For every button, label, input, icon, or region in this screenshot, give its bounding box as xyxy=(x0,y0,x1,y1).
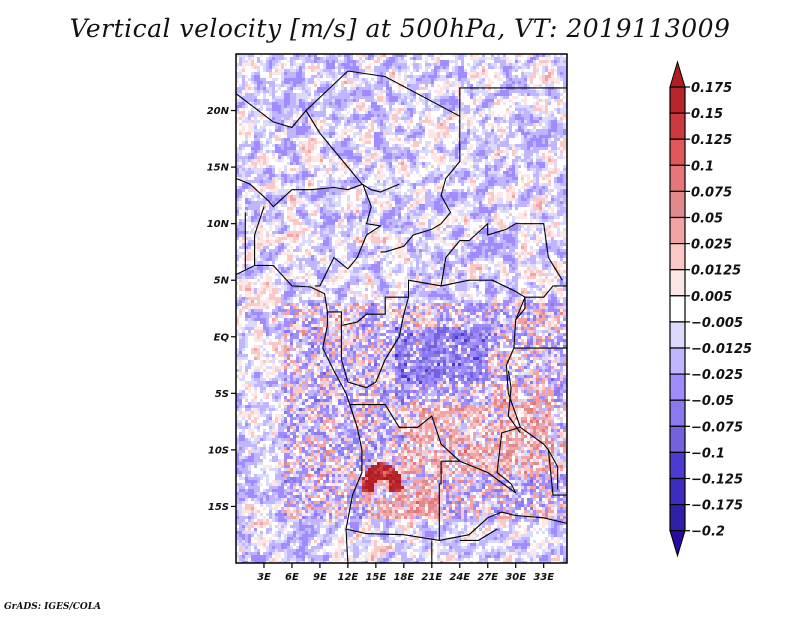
grads-credit: GrADS: IGES/COLA xyxy=(4,602,102,612)
colorbar-bin xyxy=(669,138,686,166)
colorbar-bin xyxy=(669,86,686,114)
colorbar-bin xyxy=(669,216,686,245)
colorbar-label: −0.05 xyxy=(691,394,734,409)
map-frame xyxy=(235,53,568,564)
lat-tick-label: 20N xyxy=(207,106,230,117)
colorbar-label: 0.005 xyxy=(691,290,732,305)
colorbar-label: −0.025 xyxy=(691,368,743,383)
border-line xyxy=(236,70,349,129)
lon-tick-label: 12E xyxy=(338,572,359,583)
lon-tick-label: 18E xyxy=(393,572,414,583)
border-line xyxy=(459,528,498,541)
border-line xyxy=(340,297,410,389)
country-borders xyxy=(236,70,567,563)
lon-tick-label: 3E xyxy=(257,572,271,583)
border-line xyxy=(439,511,567,541)
colorbar-label: 0.175 xyxy=(691,81,732,96)
vertical-velocity-field xyxy=(236,54,567,563)
lon-tick-label: 9E xyxy=(313,572,327,583)
colorbar-label: −0.1 xyxy=(691,446,725,461)
colorbar-label: −0.005 xyxy=(691,316,743,331)
lat-tick-label: 10S xyxy=(208,445,229,456)
border-line xyxy=(254,206,265,266)
colorbar-label: 0.075 xyxy=(691,185,732,200)
lon-tick-label: 21E xyxy=(421,572,442,583)
colorbar-label: 0.15 xyxy=(691,107,723,122)
colorbar-bin xyxy=(669,112,686,140)
colorbar-bin xyxy=(669,425,686,453)
lon-tick-label: 24E xyxy=(449,572,470,583)
lat-tick-label: 15N xyxy=(207,163,230,174)
colorbar-label: −0.0125 xyxy=(691,342,752,357)
colorbar-bin xyxy=(669,269,686,297)
lon-tick-label: 33E xyxy=(533,572,554,583)
colorbar-label: 0.05 xyxy=(691,212,723,227)
colorbar-bin xyxy=(669,477,686,506)
colorbar-min-arrow xyxy=(669,530,686,558)
colorbar-label: −0.075 xyxy=(691,420,743,435)
colorbar-bin xyxy=(669,321,686,349)
border-line xyxy=(440,222,563,286)
colorbar-bin xyxy=(669,190,686,219)
chart-title: Vertical velocity [m/s] at 500hPa, VT: 2… xyxy=(69,14,731,43)
colorbar-label: 0.0125 xyxy=(691,264,741,279)
lat-tick-label: 10N xyxy=(207,219,230,230)
colorbar-label: −0.175 xyxy=(691,499,743,514)
border-line xyxy=(507,370,521,434)
border-line xyxy=(515,285,567,321)
border-line xyxy=(459,87,567,117)
colorbar-max-arrow xyxy=(669,60,686,88)
longitude-axis: 3E 6E 9E 12E 15E 18E 21E 24E 27E 30E 33E xyxy=(257,563,554,583)
colorbar-bin xyxy=(669,373,686,401)
latitude-axis: 20N 15N 10N 5N EQ 5S 10S 15S xyxy=(207,106,236,513)
colorbar-label: 0.1 xyxy=(691,159,714,174)
lon-tick-label: 30E xyxy=(505,572,526,583)
lon-tick-label: 27E xyxy=(477,572,498,583)
lon-tick-label: 6E xyxy=(285,572,299,583)
lat-tick-label: EQ xyxy=(214,332,230,343)
border-line xyxy=(305,110,400,193)
border-line xyxy=(315,183,383,287)
colorbar-bin xyxy=(669,295,686,323)
lat-tick-label: 15S xyxy=(208,502,229,513)
lat-tick-label: 5N xyxy=(214,276,230,287)
colorbar-bin xyxy=(669,243,686,271)
border-line xyxy=(547,449,559,490)
border-line xyxy=(349,404,461,462)
lat-tick-label: 5S xyxy=(215,389,229,400)
colorbar-bin xyxy=(669,347,686,375)
colorbar: 0.175 0.15 0.125 0.1 0.075 0.05 0.025 0.0125 0.0… xyxy=(669,60,752,558)
colorbar-bin xyxy=(669,451,686,480)
lon-tick-label: 15E xyxy=(365,572,386,583)
colorbar-bin xyxy=(669,399,686,427)
colorbar-bin xyxy=(669,504,686,532)
colorbar-bin xyxy=(669,164,686,193)
colorbar-label: 0.125 xyxy=(691,133,732,148)
border-line xyxy=(236,264,363,563)
colorbar-label: −0.2 xyxy=(691,525,725,540)
colorbar-label: −0.125 xyxy=(691,473,743,488)
colorbar-label: 0.025 xyxy=(691,238,732,253)
border-line xyxy=(236,177,363,208)
